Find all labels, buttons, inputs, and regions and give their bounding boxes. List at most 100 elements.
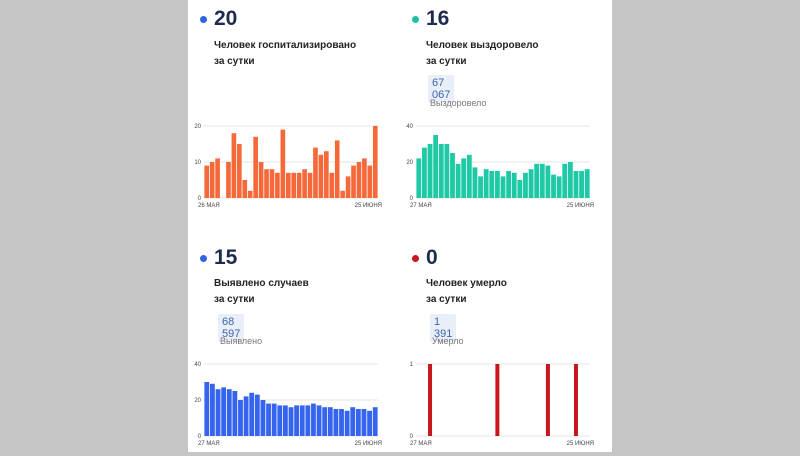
y-tick-label: 10 xyxy=(194,160,201,166)
chart-bar xyxy=(344,410,350,436)
chart-bar xyxy=(242,180,248,198)
chart-bar xyxy=(444,144,450,198)
chart-bar xyxy=(551,174,556,198)
cases-label: Выявлено случаев за сутки xyxy=(214,276,394,308)
chart-bar xyxy=(367,165,373,198)
hospitalized-label: Человек госпитализировано за сутки xyxy=(214,38,394,70)
chart-bar xyxy=(334,140,340,198)
chart-bar xyxy=(288,407,294,436)
chart-bar xyxy=(573,171,579,198)
recovered-total: 67 067 xyxy=(428,75,455,103)
chart-bar xyxy=(285,172,291,198)
label-line: Человек умерло xyxy=(426,278,507,289)
chart-bar xyxy=(322,407,328,436)
chart-bar xyxy=(472,167,478,198)
chart-bar xyxy=(204,382,210,436)
hospitalized-value: 20 xyxy=(214,7,238,30)
status-dot xyxy=(412,255,419,262)
chart-bar xyxy=(232,391,238,436)
label-line: Человек госпитализировано xyxy=(214,40,357,51)
x-start-label: 26 МАЯ xyxy=(198,203,220,209)
x-start-label: 27 МАЯ xyxy=(410,441,432,447)
chart-bar xyxy=(329,172,335,198)
chart-bar xyxy=(556,176,562,198)
chart-bar xyxy=(209,162,215,198)
deaths-total: 1 391 xyxy=(430,314,457,342)
y-tick-label: 20 xyxy=(406,160,413,166)
recovered-chart: 40 20 027 МАЯ 25 ИЮНЯ xyxy=(406,124,594,209)
y-tick-label: 0 xyxy=(410,434,414,440)
chart-bar xyxy=(204,165,210,198)
chart-bar xyxy=(500,176,506,198)
x-end-label: 25 ИЮНЯ xyxy=(355,203,382,209)
chart-bar xyxy=(305,405,311,436)
chart-bar xyxy=(372,407,378,436)
chart-bar xyxy=(545,364,550,436)
label-line: за сутки xyxy=(214,56,255,67)
chart-bar xyxy=(351,165,356,198)
chart-bar xyxy=(316,405,322,436)
chart-bar xyxy=(221,387,227,436)
chart-bar xyxy=(311,403,316,436)
chart-bar xyxy=(324,151,329,198)
chart-bar xyxy=(534,163,540,198)
chart-bar xyxy=(247,190,253,198)
chart-bar xyxy=(339,409,344,436)
chart-bar xyxy=(511,172,517,198)
x-end-label: 25 ИЮНЯ xyxy=(355,441,382,447)
chart-bar xyxy=(545,165,551,198)
chart-bar xyxy=(455,163,461,198)
y-tick-label: 40 xyxy=(406,124,413,130)
chart-bar xyxy=(450,153,455,198)
chart-bar xyxy=(294,405,300,436)
recovered-value: 16 xyxy=(426,7,450,30)
chart-bar xyxy=(275,172,280,198)
chart-bar xyxy=(280,129,286,198)
chart-bar xyxy=(253,136,258,198)
label-line: Человек выздоровело xyxy=(426,40,539,51)
chart-bar xyxy=(264,169,269,198)
chart-bar xyxy=(350,407,356,436)
deaths-total-label: Умерло xyxy=(432,336,464,346)
chart-bar xyxy=(226,389,232,436)
chart-bar xyxy=(254,394,260,436)
chart-bar xyxy=(494,171,500,198)
deaths-value: 0 xyxy=(426,246,438,269)
chart-bar xyxy=(517,180,523,198)
chart-bar xyxy=(362,158,367,198)
chart-bar xyxy=(506,171,512,198)
chart-bar xyxy=(258,162,264,198)
chart-bar xyxy=(243,396,249,436)
chart-bar xyxy=(318,154,324,198)
cases-total: 68 597 xyxy=(218,314,245,342)
label-line: Выявлено случаев xyxy=(214,278,309,289)
chart-bar xyxy=(433,135,439,198)
chart-bar xyxy=(483,169,489,198)
chart-bar xyxy=(307,172,313,198)
chart-bar xyxy=(422,147,427,198)
label-line: за сутки xyxy=(214,294,255,305)
cases-value: 15 xyxy=(214,246,238,269)
chart-bar xyxy=(299,405,305,436)
chart-bar xyxy=(367,410,372,436)
chart-bar xyxy=(495,364,500,436)
y-tick-label: 1 xyxy=(410,362,414,368)
chart-bar xyxy=(269,169,275,198)
chart-bar xyxy=(579,171,584,198)
chart-bar xyxy=(238,400,243,436)
chart-bar xyxy=(215,389,221,436)
chart-bar xyxy=(333,409,339,436)
x-end-label: 25 ИЮНЯ xyxy=(567,441,594,447)
chart-bar xyxy=(428,364,433,436)
chart-bar xyxy=(260,400,266,436)
cases-total-label: Выявлено xyxy=(220,336,263,346)
deaths-label: Человек умерло за сутки xyxy=(426,276,606,308)
label-line: за сутки xyxy=(426,56,467,67)
chart-bar xyxy=(249,392,255,436)
x-start-label: 27 МАЯ xyxy=(198,441,220,447)
cases-chart: 40 20 027 МАЯ 25 ИЮНЯ xyxy=(194,362,382,447)
chart-bar xyxy=(210,383,215,436)
chart-bar xyxy=(567,162,573,198)
chart-bar xyxy=(345,176,351,198)
y-tick-label: 20 xyxy=(194,398,201,404)
